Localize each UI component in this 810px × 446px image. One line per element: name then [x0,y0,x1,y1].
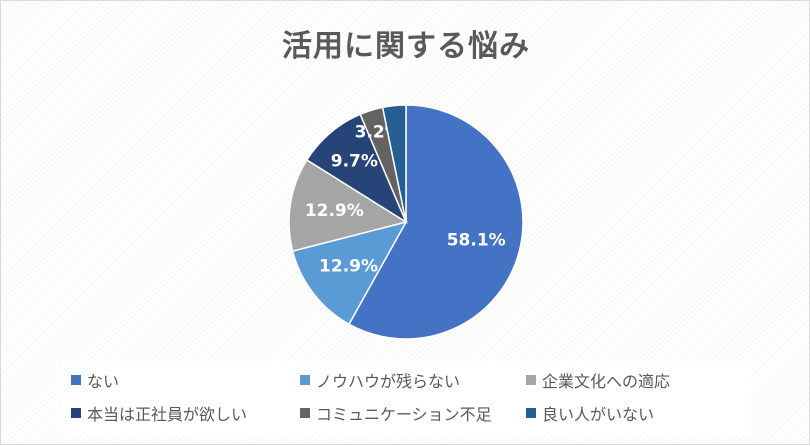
legend-item: ノウハウが残らない [300,369,460,391]
legend-swatch [300,375,310,385]
chart-title: 活用に関する悩み [282,29,530,64]
pie-slice [347,104,524,340]
legend-swatch [526,375,536,385]
pie-slice [291,220,408,326]
legend-swatch [71,375,81,385]
legend-item: 企業文化への適応 [526,369,670,391]
pie-slice [381,104,407,223]
legend-item: ない [71,369,119,391]
legend-label: ない [87,372,120,391]
legend-label: 良い人がいない [542,405,655,424]
legend-swatch [71,408,81,418]
legend-label: ノウハウが残らない [316,372,461,391]
data-label: 12.9% [319,256,378,276]
legend-label: 企業文化への適応 [542,372,671,391]
legend-label: 本当は正社員が欲しい [87,405,248,424]
data-label: 9.7% [331,152,378,172]
legend-label: コミュニケーション不足 [316,405,492,424]
data-label: 12.9% [305,201,364,221]
pie-slice [288,158,408,253]
legend-item: コミュニケーション不足 [300,402,492,424]
legend-swatch [300,408,310,418]
legend: ない ノウハウが残らない 企業文化への適応本当は正社員が欲しい コミュニケーション不足… [63,361,751,435]
data-label: 58.1% [447,230,506,250]
legend-item: 良い人がいない [526,402,654,424]
legend-swatch [526,408,536,418]
legend-item: 本当は正社員が欲しい [71,402,247,424]
